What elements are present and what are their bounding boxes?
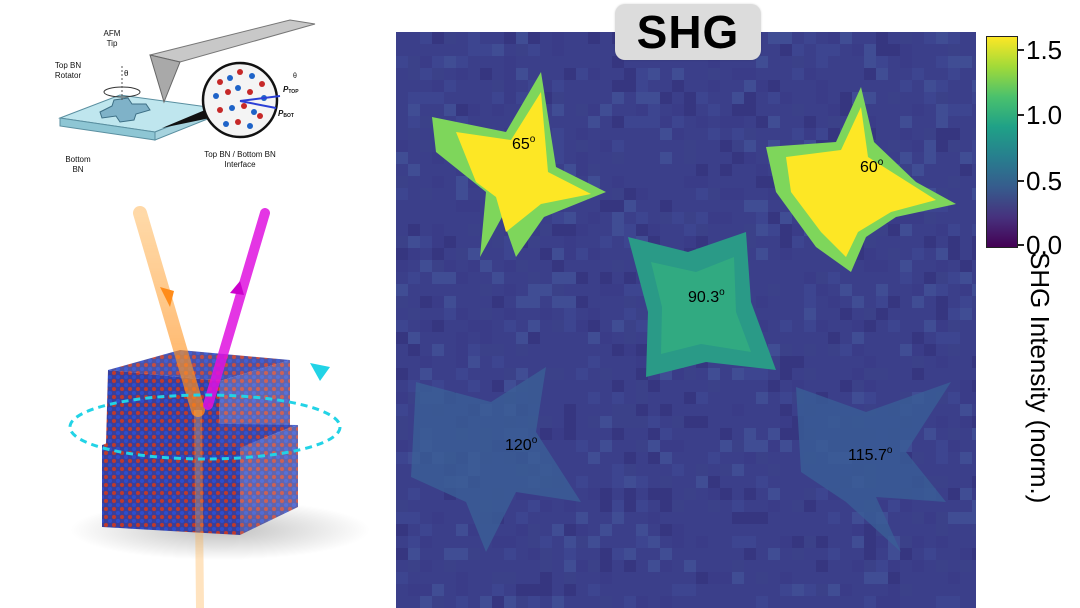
interface-label-1: Top BN / Bottom BN	[204, 150, 276, 159]
afm-cantilever	[149, 19, 316, 63]
colorbar-tick-1-0	[1017, 114, 1024, 116]
colorbar-tick-0-5	[1017, 180, 1024, 182]
bottom-bn-label-1: Bottom	[65, 155, 91, 164]
theta-label-zoom: θ	[293, 73, 297, 80]
p-bot-arrow	[239, 100, 277, 109]
afm-tip-label-2: Tip	[107, 39, 118, 48]
shg-arrow-head	[230, 281, 244, 295]
angle-label-115: 115.7o	[848, 445, 893, 464]
p-top-arrow	[239, 95, 281, 102]
afm-tip	[149, 54, 181, 104]
incident-arrow-head	[160, 287, 174, 307]
shg-beam	[203, 208, 270, 410]
rotation-arrow-head	[310, 363, 330, 381]
rotating-bn-crystal-illustration	[68, 206, 370, 608]
flake-120	[411, 367, 581, 552]
colorbar-tick-0-0	[1017, 244, 1024, 246]
shg-intensity-map	[396, 32, 976, 608]
lattice-dots	[213, 69, 267, 129]
flake-65	[456, 92, 591, 232]
callout-wedge	[162, 110, 210, 128]
bottom-block-front	[102, 445, 240, 535]
top-block-side	[218, 360, 290, 457]
flake-115	[796, 382, 951, 552]
transmitted-beam	[194, 409, 204, 608]
afm-schematic: AFM Tip Top BN Rotator Bottom BN Top BN …	[55, 19, 316, 174]
bottom-bn-label-2: BN	[72, 165, 83, 174]
colorbar	[986, 36, 1018, 248]
title-text: SHG	[636, 6, 740, 58]
colorbar-tick-1-5	[1017, 49, 1024, 51]
flake-60	[786, 107, 936, 257]
colorbar-label: SHG Intensity (norm.)	[1025, 252, 1055, 504]
title-badge: SHG	[615, 4, 761, 60]
colorbar-ticklabel-0-5: 0.5	[1026, 166, 1063, 196]
afm-tip-label-1: AFM	[104, 29, 121, 38]
top-bn-label-2: Rotator	[55, 71, 82, 80]
p-bot-label: PBOT	[278, 109, 294, 119]
colorbar-ticklabel-1-5: 1.5	[1026, 35, 1063, 65]
angle-label-60: 60o	[860, 157, 884, 176]
flake-90-core	[651, 257, 751, 354]
p-top-label: PTOP	[283, 85, 299, 95]
top-bn-rotator	[99, 97, 151, 123]
angle-label-90: 90.3o	[688, 287, 725, 306]
theta-label: θ	[124, 69, 129, 78]
top-block-top	[108, 350, 290, 381]
angle-label-120: 120o	[505, 435, 538, 454]
colorbar-ticklabel-1-0: 1.0	[1026, 100, 1063, 130]
colorbar-ticklabel-0-0: 0.0	[1026, 230, 1063, 260]
top-bn-label-1: Top BN	[55, 61, 81, 70]
rotation-ring	[68, 393, 342, 461]
angle-label-65: 65o	[512, 134, 536, 153]
interface-label-2: Interface	[224, 160, 256, 169]
incident-beam	[133, 206, 205, 417]
